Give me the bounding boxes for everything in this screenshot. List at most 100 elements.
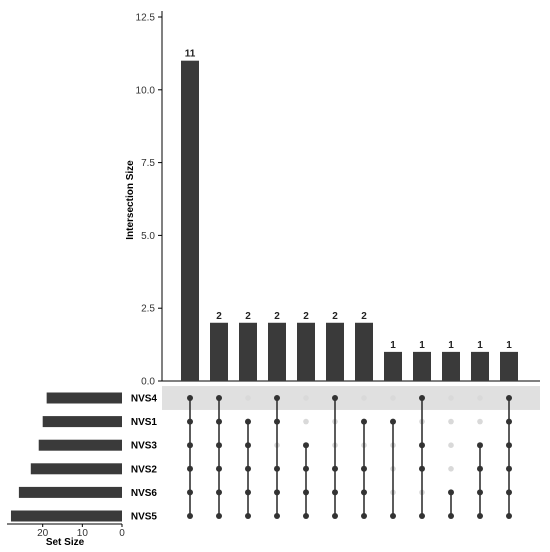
matrix-dot-active <box>477 489 483 496</box>
set-size-bar <box>30 463 122 475</box>
matrix-dot-active <box>506 465 512 472</box>
intersection-bar-label: 2 <box>332 311 338 322</box>
matrix-dot-inactive <box>477 395 483 401</box>
intersection-bar-label: 2 <box>361 311 367 322</box>
matrix-dot-active <box>245 513 251 519</box>
intersection-bar-label: 1 <box>448 340 454 351</box>
y-axis-title: Intersection Size <box>125 160 136 240</box>
matrix-dot-active <box>361 465 367 472</box>
matrix-dot-active <box>303 465 309 472</box>
matrix-dot-active <box>506 418 512 425</box>
set-label: NVS2 <box>131 464 158 475</box>
y-tick-label: 0.0 <box>141 377 155 388</box>
set-size-bars <box>10 392 123 522</box>
set-size-bar <box>18 486 122 498</box>
intersection-bar-label: 1 <box>390 340 396 351</box>
matrix-dot-active <box>390 513 396 519</box>
matrix-dot-active <box>187 418 193 425</box>
set-axis-tick-label: 10 <box>77 528 89 539</box>
matrix-dot-inactive <box>245 395 251 401</box>
set-size-bar <box>38 439 122 451</box>
intersection-bar <box>268 322 286 381</box>
intersection-bar-label: 1 <box>419 340 425 351</box>
matrix-dot-inactive <box>303 418 309 425</box>
intersection-bar <box>355 322 373 381</box>
matrix-dot-active <box>187 465 193 472</box>
matrix-dot-active <box>274 395 280 401</box>
set-axis-tick-label: 20 <box>37 528 49 539</box>
intersection-bar-label: 2 <box>216 311 222 322</box>
intersection-bars <box>181 60 518 382</box>
matrix-dot-active <box>477 513 483 519</box>
intersection-bar-label: 2 <box>245 311 251 322</box>
intersection-bar-label: 1 <box>477 340 483 351</box>
matrix-dot-active <box>274 418 280 425</box>
y-tick-label: 7.5 <box>141 158 155 169</box>
matrix-dot-active <box>506 442 512 449</box>
matrix-dot-active <box>216 489 222 496</box>
matrix-dot-active <box>419 513 425 519</box>
matrix-dot-active <box>216 465 222 472</box>
matrix-dot-active <box>332 395 338 401</box>
matrix-dot-active <box>419 395 425 401</box>
matrix-dot-inactive <box>448 442 454 449</box>
row-shade <box>162 386 540 410</box>
set-label: NVS3 <box>131 441 158 452</box>
matrix-dot-active <box>245 465 251 472</box>
intersection-bar <box>384 351 402 381</box>
matrix-dot-active <box>390 418 396 425</box>
intersection-bar <box>500 351 518 381</box>
matrix-dot-active <box>361 513 367 519</box>
intersection-bar-label: 1 <box>506 340 512 351</box>
set-size-bar <box>42 416 123 428</box>
intersection-bar-label: 2 <box>303 311 309 322</box>
set-label: NVS5 <box>131 512 158 523</box>
set-labels: NVS4 NVS1 NVS3 NVS2 NVS6 NVS5 <box>131 394 158 523</box>
matrix-dot-active <box>477 465 483 472</box>
set-label: NVS4 <box>131 394 158 405</box>
matrix-dot-inactive <box>303 395 309 401</box>
matrix-dot-inactive <box>448 466 454 472</box>
matrix-dot-inactive <box>477 418 483 425</box>
intersection-matrix <box>187 395 512 519</box>
matrix-dot-active <box>274 465 280 472</box>
set-size-bar <box>10 510 123 522</box>
intersection-bar <box>210 322 228 381</box>
matrix-dot-active <box>332 513 338 519</box>
matrix-dot-active <box>216 442 222 449</box>
matrix-dot-inactive <box>448 418 454 425</box>
matrix-dot-active <box>448 513 454 519</box>
intersection-bar <box>413 351 431 381</box>
matrix-dot-active <box>448 489 454 496</box>
matrix-dot-active <box>245 442 251 449</box>
matrix-dot-inactive <box>390 395 396 401</box>
matrix-dot-active <box>303 442 309 449</box>
matrix-dot-active <box>419 442 425 449</box>
intersection-bar <box>471 351 489 381</box>
matrix-dot-active <box>477 442 483 449</box>
y-tick-label: 12.5 <box>136 13 156 24</box>
matrix-dot-active <box>187 489 193 496</box>
intersection-bar <box>297 322 315 381</box>
matrix-dot-active <box>245 418 251 425</box>
set-size-axis: 20 10 0 <box>7 523 125 539</box>
matrix-dot-inactive <box>361 395 367 401</box>
set-size-axis-title: Set Size <box>46 537 85 547</box>
matrix-dot-active <box>419 465 425 472</box>
matrix-dot-active <box>361 418 367 425</box>
matrix-dot-active <box>332 465 338 472</box>
matrix-dot-inactive <box>448 395 454 401</box>
intersection-bar-labels: 112 2 2 2 2 21 1 1 1 1 <box>185 49 513 351</box>
y-tick-label: 2.5 <box>141 304 155 315</box>
matrix-dot-active <box>245 489 251 496</box>
matrix-dot-active <box>274 513 280 519</box>
matrix-dot-active <box>216 513 222 519</box>
matrix-dot-active <box>274 489 280 496</box>
y-tick-label: 5.0 <box>141 231 155 242</box>
intersection-bar-label: 2 <box>274 311 280 322</box>
matrix-dot-active <box>216 418 222 425</box>
matrix-dot-active <box>303 513 309 519</box>
matrix-dot-active <box>303 489 309 496</box>
matrix-dot-active <box>187 513 193 519</box>
